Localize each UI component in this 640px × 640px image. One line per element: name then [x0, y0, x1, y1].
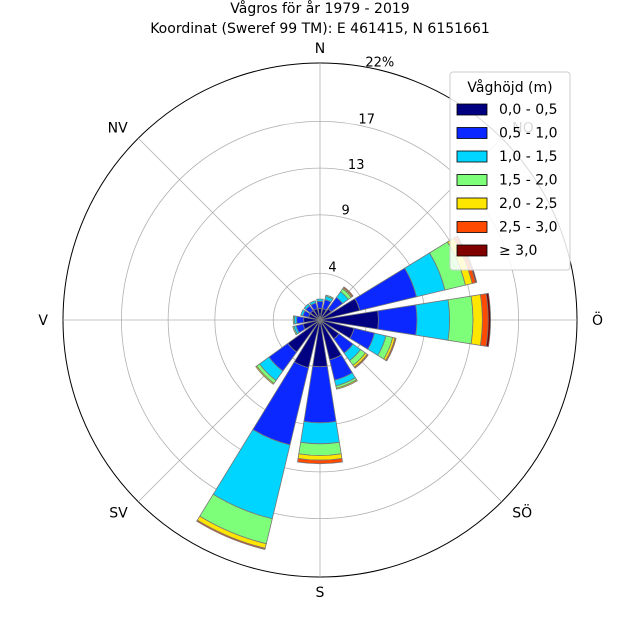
legend-label-4: 2,0 - 2,5 [499, 196, 557, 212]
bar-sector-4-bin-4 [470, 294, 483, 346]
ring-label-0: 4 [328, 261, 336, 276]
bar-sector-7-bin-4 [335, 379, 358, 390]
bar-sector-14-bin-2 [303, 303, 311, 311]
direction-label-3: SÖ [512, 503, 532, 521]
legend-swatch-1 [456, 127, 488, 139]
bar-sector-11-bin-3 [292, 325, 298, 336]
direction-label-5: SV [109, 505, 128, 521]
legend-swatch-0 [456, 103, 488, 116]
bar-sector-4-bin-2 [415, 299, 451, 341]
bar-sector-13-bin-2 [300, 309, 306, 317]
bar-sector-8-bin-3 [298, 441, 342, 456]
bar-sector-6-bin-5 [353, 353, 369, 369]
legend-label-6: ≥ 3,0 [499, 243, 537, 259]
ring-label-1: 9 [342, 204, 350, 219]
bar-sector-1-bin-3 [325, 294, 334, 300]
legend-label-1: 0,5 - 1,0 [499, 126, 557, 142]
bar-sector-10-bin-4 [255, 365, 275, 385]
legend-frame [449, 71, 571, 271]
direction-label-0: N [315, 41, 325, 57]
chart-title: Vågros för år 1979 - 2019 [230, 0, 409, 17]
legend-swatch-6 [456, 244, 488, 257]
direction-label-4: S [316, 585, 325, 601]
wave-bars [196, 235, 491, 550]
grid-spoke-7 [137, 137, 321, 321]
ring-label-2: 13 [348, 158, 365, 173]
bar-sector-12-bin-3 [292, 315, 296, 325]
bar-sector-8-bin-5 [297, 458, 343, 465]
legend-swatch-5 [456, 221, 488, 233]
bar-sector-4-bin-6 [485, 292, 491, 348]
legend-swatch-4 [456, 197, 488, 210]
legend-label-3: 1,5 - 2,0 [499, 173, 557, 189]
legend: Våghöjd (m) 0,0 - 0,5 0,5 - 1,0 1,0 - 1,5 1… [449, 71, 571, 271]
ring-label-4: 22% [365, 56, 394, 71]
bar-sector-0-bin-1 [316, 300, 324, 309]
bar-sector-8-bin-2 [300, 421, 340, 445]
ring-label-3: 17 [358, 113, 375, 128]
legend-entries: 0,0 - 0,5 0,5 - 1,0 1,0 - 1,5 1,5 - 2,0 2,0 … [456, 102, 557, 259]
legend-label-0: 0,0 - 0,5 [499, 102, 557, 118]
chart-subtitle: Koordinat (Sweref 99 TM): E 461415, N 61… [150, 21, 490, 37]
bar-sector-9-bin-5 [196, 519, 266, 550]
bar-sector-0-bin-2 [316, 298, 324, 302]
legend-swatch-2 [456, 150, 488, 163]
legend-label-2: 1,0 - 1,5 [499, 149, 557, 165]
bar-sector-12-bin-1 [296, 315, 305, 325]
bar-sector-15-bin-2 [309, 300, 317, 306]
direction-label-7: NV [108, 121, 128, 137]
direction-label-6: V [38, 313, 48, 329]
legend-label-5: 2,5 - 3,0 [499, 220, 557, 236]
bar-sector-2-bin-5 [342, 286, 354, 298]
ring-labels: 4 9 13 17 22% [328, 56, 394, 276]
legend-title: Våghöjd (m) [467, 79, 552, 96]
direction-label-2: Ö [592, 311, 603, 329]
legend-swatch-3 [456, 174, 488, 186]
bar-sector-5-bin-5 [385, 337, 397, 362]
bar-sector-4-bin-3 [447, 295, 474, 345]
